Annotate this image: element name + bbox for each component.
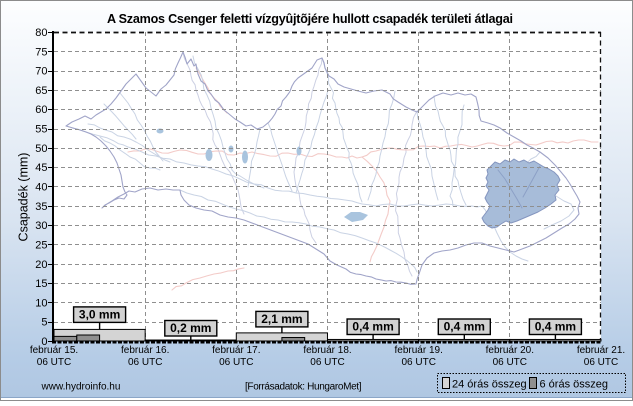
svg-text:február 17.: február 17. bbox=[212, 345, 260, 356]
svg-text:30: 30 bbox=[35, 220, 47, 232]
svg-text:06 UTC: 06 UTC bbox=[401, 357, 435, 368]
svg-text:06 UTC: 06 UTC bbox=[584, 357, 618, 368]
svg-text:35: 35 bbox=[35, 201, 47, 213]
svg-text:február 15.: február 15. bbox=[30, 345, 78, 356]
svg-text:2,1 mm: 2,1 mm bbox=[261, 312, 302, 326]
svg-text:06 UTC: 06 UTC bbox=[493, 357, 527, 368]
svg-text:40: 40 bbox=[35, 182, 47, 194]
svg-text:06 UTC: 06 UTC bbox=[128, 357, 162, 368]
svg-text:06 UTC: 06 UTC bbox=[219, 357, 253, 368]
svg-text:február 20.: február 20. bbox=[486, 345, 534, 356]
svg-text:február 16.: február 16. bbox=[121, 345, 169, 356]
svg-text:80: 80 bbox=[35, 27, 47, 39]
svg-text:10: 10 bbox=[35, 297, 47, 309]
svg-text:5: 5 bbox=[41, 317, 47, 329]
svg-text:24 órás összeg: 24 órás összeg bbox=[452, 379, 527, 391]
svg-text:0,4 mm: 0,4 mm bbox=[535, 320, 576, 334]
svg-text:A Szamos Csenger feletti vízgy: A Szamos Csenger feletti vízgyûjtõjére h… bbox=[107, 12, 513, 26]
svg-text:50: 50 bbox=[35, 143, 47, 155]
svg-text:45: 45 bbox=[35, 162, 47, 174]
svg-text:www.hydroinfo.hu: www.hydroinfo.hu bbox=[41, 382, 121, 393]
svg-text:65: 65 bbox=[35, 85, 47, 97]
svg-text:55: 55 bbox=[35, 124, 47, 136]
svg-text:0,4 mm: 0,4 mm bbox=[444, 320, 485, 334]
svg-text:70: 70 bbox=[35, 66, 47, 78]
svg-text:0: 0 bbox=[41, 336, 47, 348]
svg-text:75: 75 bbox=[35, 46, 47, 58]
svg-text:0,2 mm: 0,2 mm bbox=[170, 321, 211, 335]
svg-text:20: 20 bbox=[35, 259, 47, 271]
svg-text:15: 15 bbox=[35, 278, 47, 290]
svg-text:3,0 mm: 3,0 mm bbox=[79, 307, 120, 321]
svg-text:február 21.: február 21. bbox=[577, 345, 625, 356]
svg-text:Csapadék (mm): Csapadék (mm) bbox=[17, 153, 31, 242]
svg-text:06 UTC: 06 UTC bbox=[310, 357, 344, 368]
svg-text:február 18.: február 18. bbox=[303, 345, 351, 356]
svg-text:0,4 mm: 0,4 mm bbox=[352, 320, 393, 334]
svg-text:25: 25 bbox=[35, 239, 47, 251]
svg-text:február 19.: február 19. bbox=[395, 345, 443, 356]
svg-text:60: 60 bbox=[35, 104, 47, 116]
svg-text:6 órás összeg: 6 órás összeg bbox=[540, 379, 608, 391]
svg-text:[Forrásadatok: HungaroMet]: [Forrásadatok: HungaroMet] bbox=[245, 382, 362, 393]
svg-text:06 UTC: 06 UTC bbox=[37, 357, 71, 368]
